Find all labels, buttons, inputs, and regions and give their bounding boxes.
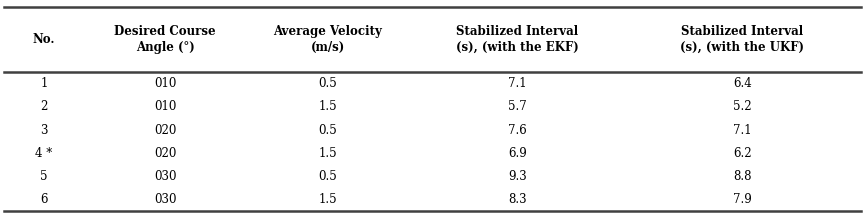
- Text: 1: 1: [41, 77, 48, 90]
- Text: 9.3: 9.3: [508, 170, 527, 183]
- Text: 1.5: 1.5: [318, 100, 337, 113]
- Text: 030: 030: [154, 193, 176, 206]
- Text: 4 *: 4 *: [35, 147, 53, 160]
- Text: 020: 020: [154, 147, 176, 160]
- Text: 5: 5: [41, 170, 48, 183]
- Text: 3: 3: [41, 124, 48, 136]
- Text: 010: 010: [154, 100, 176, 113]
- Text: 0.5: 0.5: [318, 77, 337, 90]
- Text: 1.5: 1.5: [318, 193, 337, 206]
- Text: 0.5: 0.5: [318, 124, 337, 136]
- Text: 5.7: 5.7: [508, 100, 527, 113]
- Text: Desired Course
Angle (°): Desired Course Angle (°): [114, 25, 216, 54]
- Text: 6.4: 6.4: [733, 77, 752, 90]
- Text: Stabilized Interval
(s), (with the EKF): Stabilized Interval (s), (with the EKF): [456, 25, 579, 54]
- Text: 0.5: 0.5: [318, 170, 337, 183]
- Text: 010: 010: [154, 77, 176, 90]
- Text: No.: No.: [33, 33, 55, 46]
- Text: 7.6: 7.6: [508, 124, 527, 136]
- Text: 5.2: 5.2: [733, 100, 752, 113]
- Text: 7.9: 7.9: [733, 193, 752, 206]
- Text: 6.9: 6.9: [508, 147, 527, 160]
- Text: 1.5: 1.5: [318, 147, 337, 160]
- Text: Stabilized Interval
(s), (with the UKF): Stabilized Interval (s), (with the UKF): [680, 25, 804, 54]
- Text: 020: 020: [154, 124, 176, 136]
- Text: 8.8: 8.8: [733, 170, 752, 183]
- Text: 6.2: 6.2: [733, 147, 752, 160]
- Text: Average Velocity
(m/s): Average Velocity (m/s): [273, 25, 382, 54]
- Text: 8.3: 8.3: [508, 193, 527, 206]
- Text: 7.1: 7.1: [508, 77, 527, 90]
- Text: 7.1: 7.1: [733, 124, 752, 136]
- Text: 030: 030: [154, 170, 176, 183]
- Text: 2: 2: [41, 100, 48, 113]
- Text: 6: 6: [41, 193, 48, 206]
